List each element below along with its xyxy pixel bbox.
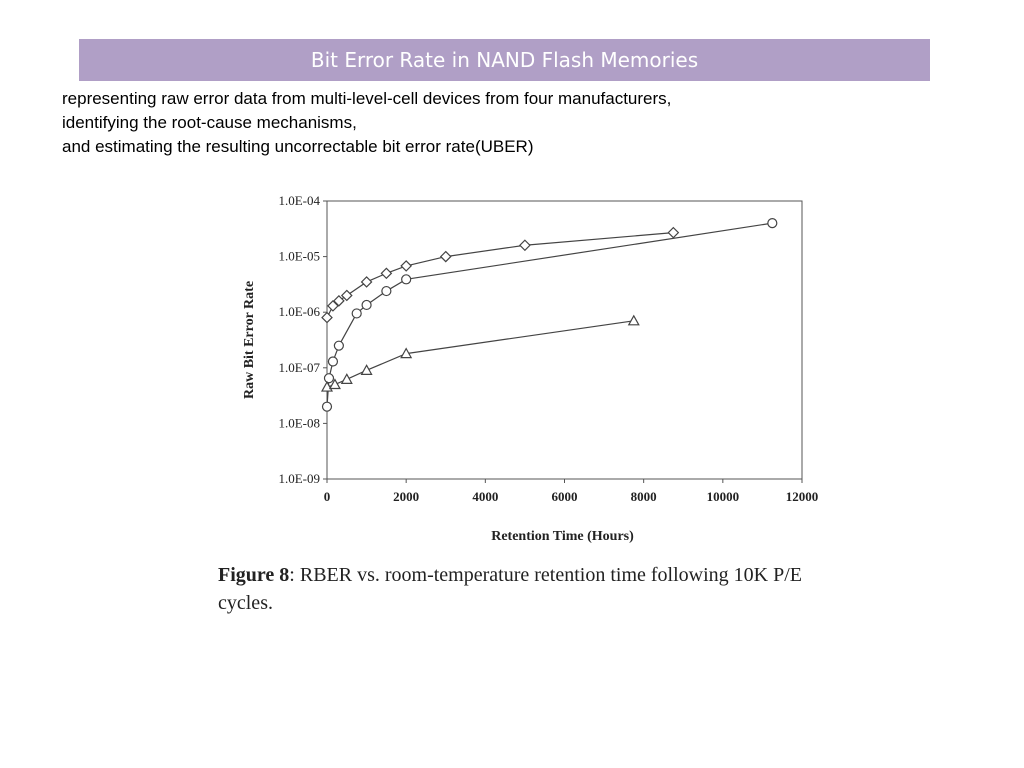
data-point-circle — [323, 373, 335, 384]
y-tick-label: 1.0E-07 — [278, 360, 320, 375]
data-point-triangle — [400, 347, 413, 359]
data-point-triangle — [627, 314, 640, 326]
data-point-diamond — [327, 300, 339, 312]
data-point-diamond — [667, 226, 680, 239]
data-point-circle — [401, 274, 412, 285]
series-line-triangle — [326, 320, 634, 388]
data-point-diamond — [400, 260, 413, 272]
data-point-circle — [327, 356, 339, 367]
y-tick-label: 1.0E-04 — [278, 193, 320, 208]
x-tick-label: 12000 — [786, 489, 819, 504]
intro-text: representing raw error data from multi-l… — [62, 87, 962, 159]
data-point-diamond — [340, 289, 353, 302]
slide-title-bar: Bit Error Rate in NAND Flash Memories — [79, 39, 930, 81]
figure-caption: Figure 8: RBER vs. room-temperature rete… — [218, 561, 838, 617]
x-tick-label: 2000 — [393, 489, 419, 504]
x-tick-label: 10000 — [707, 489, 740, 504]
data-point-diamond — [519, 239, 531, 252]
data-point-triangle — [328, 378, 341, 390]
data-point-triangle — [340, 373, 353, 384]
series-line-circle — [326, 222, 773, 407]
intro-line-3: and estimating the resulting uncorrectab… — [62, 137, 534, 156]
y-tick-label: 1.0E-05 — [278, 249, 320, 264]
y-tick-label: 1.0E-08 — [278, 415, 320, 430]
plot-frame — [326, 200, 803, 480]
x-tick-label: 6000 — [552, 489, 578, 504]
data-point-diamond — [333, 295, 345, 307]
figure-caption-text: : RBER vs. room-temperature retention ti… — [218, 564, 802, 614]
intro-line-2: identifying the root-cause mechanisms, — [62, 113, 357, 132]
data-point-circle — [381, 285, 392, 297]
x-tick-label: 4000 — [472, 489, 498, 504]
data-point-circle — [333, 340, 344, 351]
rber-chart: 1.0E-09 1.0E-08 1.0E-07 1.0E-06 1.0E-05 1.0E-… — [242, 193, 819, 544]
data-point-diamond — [321, 311, 333, 324]
y-tick-label: 1.0E-09 — [278, 471, 320, 486]
data-point-diamond — [360, 276, 373, 288]
data-point-triangle — [360, 364, 373, 375]
data-point-circle — [321, 401, 333, 412]
data-point-diamond — [380, 267, 393, 280]
data-point-circle — [767, 218, 778, 229]
x-tick-label: 8000 — [631, 489, 657, 504]
data-point-circle — [361, 299, 372, 311]
series-line-diamond — [326, 232, 674, 318]
y-axis-label: Raw Bit Error Rate — [242, 281, 257, 399]
data-point-circle — [351, 308, 362, 319]
slide-title: Bit Error Rate in NAND Flash Memories — [310, 48, 699, 72]
data-point-diamond — [439, 250, 452, 263]
y-tick-label: 1.0E-06 — [278, 304, 320, 319]
x-tick-label: 0 — [324, 489, 331, 504]
x-axis-label: Retention Time (Hours) — [491, 529, 634, 544]
figure-label: Figure 8 — [218, 564, 290, 586]
intro-line-1: representing raw error data from multi-l… — [62, 89, 672, 108]
